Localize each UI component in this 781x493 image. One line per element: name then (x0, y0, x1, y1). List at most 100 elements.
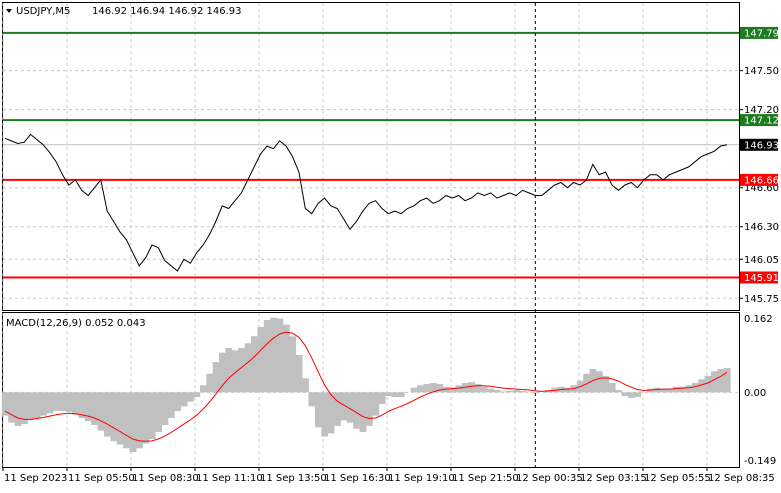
macd-bar (321, 392, 329, 437)
time-tick-label: 12 Sep 00:35 (516, 473, 583, 484)
macd-bar (346, 392, 354, 423)
macd-axis: 0.162 0.00 -0.149 (744, 314, 776, 467)
macd-bar (148, 392, 156, 439)
macd-bar (353, 392, 360, 429)
price-tick-label: 145.75 (744, 294, 779, 305)
macd-bar (334, 392, 341, 426)
macd-bar (91, 392, 99, 425)
price-series-line (4, 133, 728, 272)
macd-bar (270, 317, 277, 393)
macd-bar (666, 388, 674, 393)
macd-bar (723, 368, 731, 393)
macd-bar (33, 392, 41, 418)
macd-bar (314, 392, 322, 428)
macd-bar (628, 392, 635, 398)
macd-bar (564, 387, 571, 393)
macd-bar (193, 392, 201, 397)
macd-bar (1, 392, 9, 416)
macd-bar (206, 373, 214, 393)
time-tick-label: 11 Sep 08:30 (132, 473, 199, 484)
macd-bar (302, 378, 309, 393)
time-tick-label: 11 Sep 13:50 (260, 473, 327, 484)
macd-bar (212, 362, 220, 393)
macd-bar (691, 383, 699, 393)
macd-bar (372, 392, 380, 416)
macd-bar (282, 324, 290, 393)
macd-bar (251, 336, 258, 393)
macd-bar (110, 392, 118, 442)
macd-bar (455, 385, 463, 393)
macd-bar (308, 392, 316, 407)
time-tick-label: 12 Sep 05:55 (644, 473, 711, 484)
macd-tick-label: 0.162 (744, 314, 773, 325)
macd-bar (257, 327, 265, 393)
macd-bar (391, 392, 399, 397)
macd-bar (40, 392, 47, 416)
ohlc-label: 146.92 146.94 146.92 146.93 (92, 6, 242, 17)
macd-bar (417, 385, 424, 393)
macd-bar (219, 352, 226, 393)
level-tag-label: 147.79 (744, 28, 779, 39)
current-price-tag (740, 138, 778, 151)
macd-bar (487, 388, 495, 393)
macd-bar (167, 392, 175, 418)
macd-bar (199, 385, 207, 393)
macd-bar (174, 392, 182, 411)
macd-bar (84, 392, 92, 422)
macd-bar (161, 392, 169, 425)
macd-bar (621, 392, 629, 396)
time-tick-label: 11 Sep 19:10 (388, 473, 455, 484)
time-tick-label: 11 Sep 05:50 (68, 473, 135, 484)
macd-bar (481, 386, 488, 393)
macd-bar (583, 373, 590, 393)
macd-bar (59, 392, 67, 411)
level-tag (740, 173, 778, 186)
macd-bar (180, 392, 188, 407)
macd-bar (429, 383, 437, 393)
macd-bar (8, 392, 15, 423)
macd-bar (385, 392, 392, 396)
level-lines (3, 31, 739, 279)
price-pane[interactable] (2, 2, 740, 311)
macd-bar (596, 371, 603, 393)
macd-bar (608, 383, 616, 393)
level-tag (740, 271, 778, 284)
macd-bar (513, 390, 520, 393)
macd-bar (225, 348, 233, 393)
macd-bar (327, 392, 335, 434)
time-tick-label: 11 Sep 16:30 (324, 473, 391, 484)
level-tag (740, 26, 778, 39)
macd-bar (78, 392, 86, 418)
macd-bar (244, 343, 252, 393)
macd-bar (123, 392, 130, 449)
macd-pane[interactable] (2, 312, 740, 468)
macd-bar (449, 387, 456, 393)
price-tick-label: 147.20 (744, 105, 779, 116)
macd-bar (378, 392, 386, 404)
macd-bar (493, 390, 501, 393)
macd-bar (410, 387, 418, 393)
macd-bar (679, 386, 686, 393)
macd-bar (289, 336, 297, 393)
collapse-triangle-icon[interactable] (6, 9, 12, 13)
macd-bar (136, 392, 143, 449)
macd-bar (704, 376, 712, 393)
macd-bar (231, 350, 239, 393)
macd-bar (615, 390, 622, 393)
macd-bar (532, 392, 539, 394)
macd-bar (116, 392, 124, 445)
level-tag-label: 147.12 (744, 116, 779, 127)
macd-bar (52, 392, 60, 411)
macd-bar (500, 391, 507, 393)
level-price-tags: 147.79 147.12 146.66 145.91 146.93 (740, 26, 779, 284)
macd-bar (602, 376, 610, 393)
macd-bar (238, 348, 245, 393)
macd-bar (685, 385, 693, 393)
price-tick-label: 146.05 (744, 255, 779, 266)
current-price-label: 146.93 (744, 140, 779, 151)
time-tick-label: 11 Sep 2023 (4, 473, 67, 484)
macd-bar (519, 390, 527, 393)
